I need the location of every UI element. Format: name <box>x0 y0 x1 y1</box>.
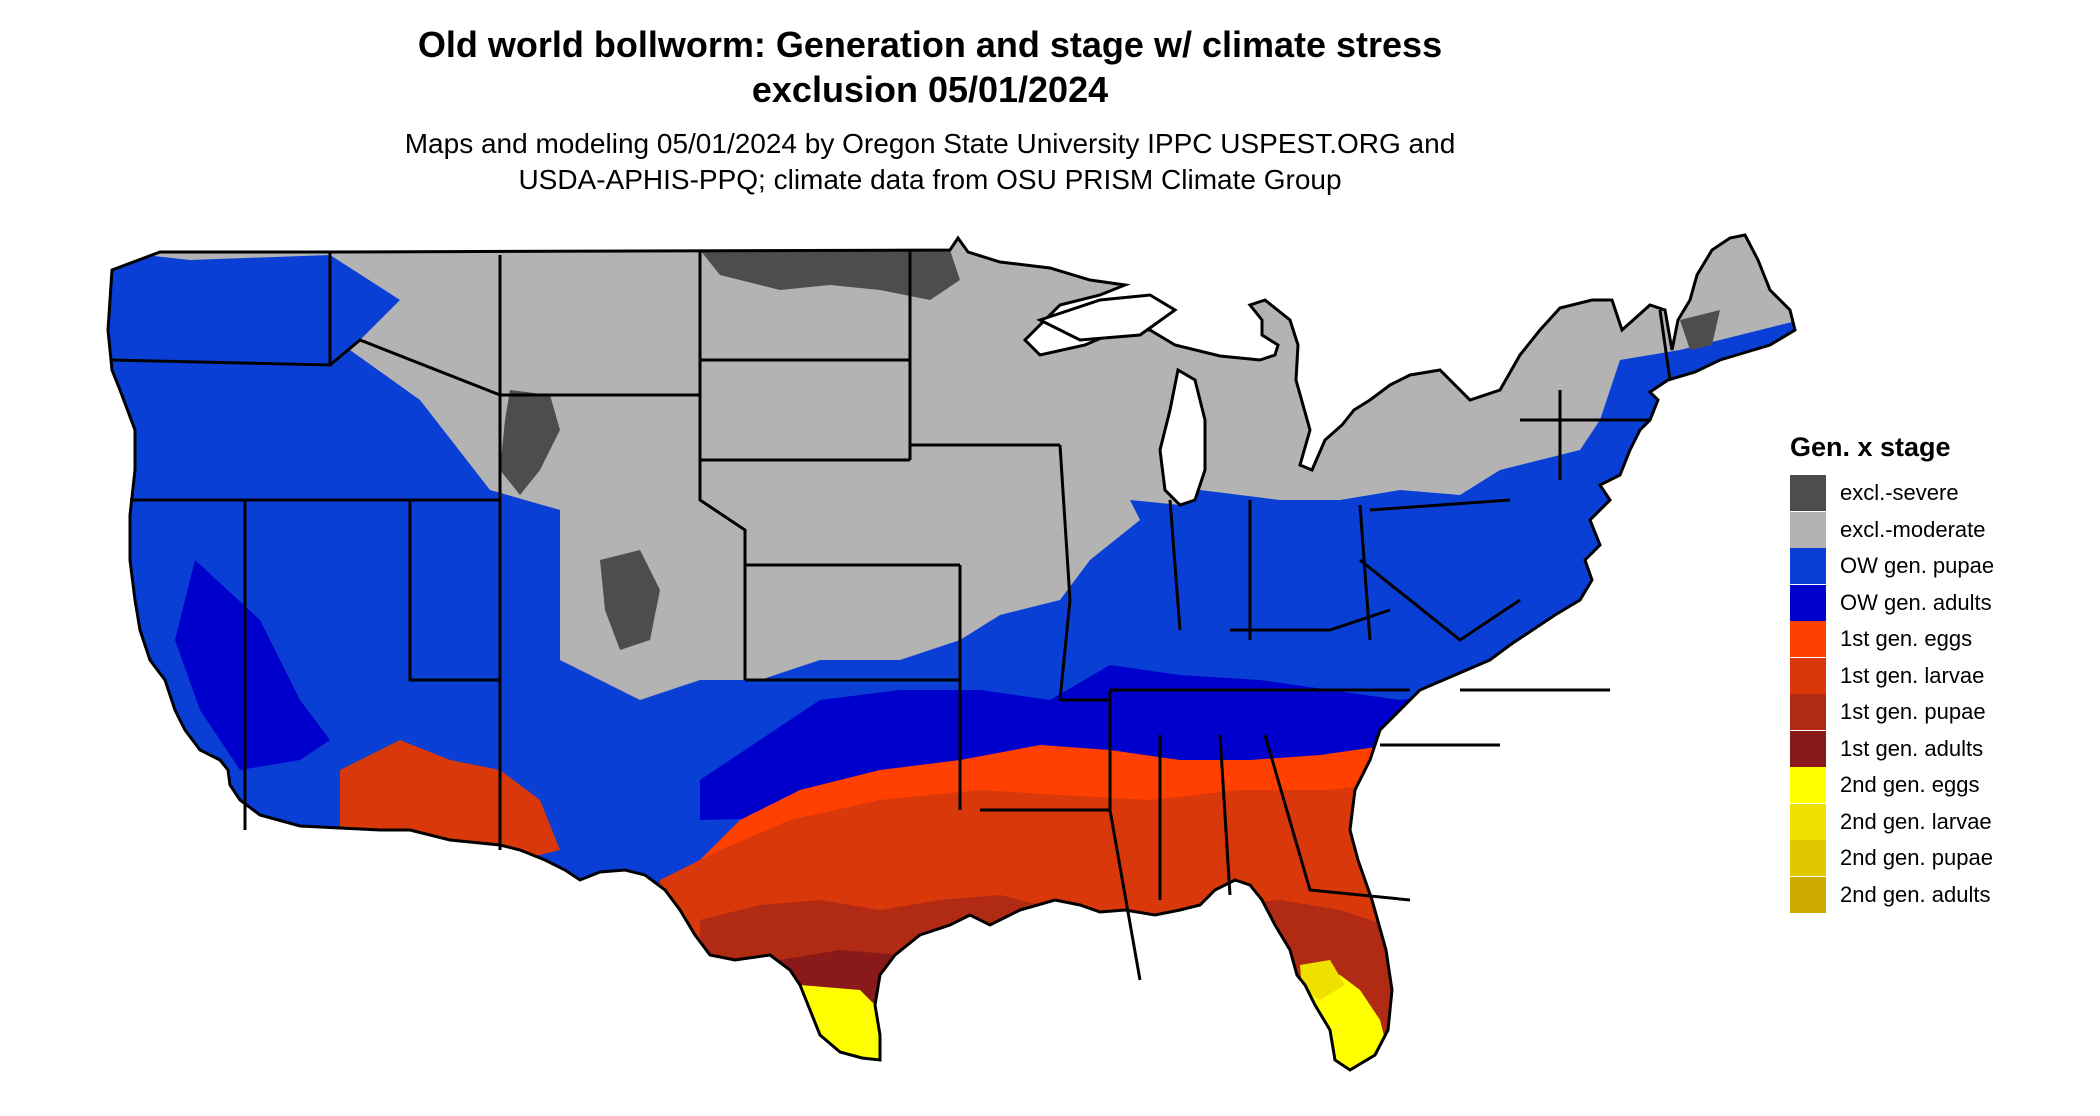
legend-swatch <box>1790 694 1826 731</box>
legend-item: 2nd gen. larvae <box>1790 803 1994 841</box>
legend: Gen. x stage excl.-severe excl.-moderate O… <box>1790 432 1994 913</box>
legend-swatch <box>1790 657 1826 694</box>
map-title: Old world bollworm: Generation and stage… <box>300 22 1560 112</box>
legend-item: OW gen. adults <box>1790 584 1994 622</box>
lake-superior <box>1036 293 1178 342</box>
legend-item: 2nd gen. eggs <box>1790 767 1994 804</box>
legend-label: excl.-moderate <box>1840 516 1986 542</box>
legend-item: excl.-moderate <box>1790 511 1994 549</box>
legend-title: Gen. x stage <box>1790 432 1951 462</box>
map-title-line-2: exclusion 05/01/2024 <box>751 69 1109 110</box>
band-2nd-gen-eggs-fl <box>1300 975 1390 1070</box>
legend-swatch <box>1790 621 1826 658</box>
legend-label: 1st gen. eggs <box>1840 626 1973 652</box>
legend-swatch <box>1790 840 1826 877</box>
patch-excl-severe-co <box>600 550 660 650</box>
legend-swatch <box>1790 548 1826 585</box>
legend-swatch <box>1790 475 1826 512</box>
band-ow-adults-west <box>175 560 330 770</box>
legend-item: excl.-severe <box>1790 475 1994 512</box>
band-2nd-gen-larvae <box>1300 960 1345 1000</box>
map-subtitle: Maps and modeling 05/01/2024 by Oregon S… <box>300 126 1560 198</box>
legend-swatch <box>1790 876 1826 913</box>
legend-item: 1st gen. larvae <box>1790 657 1994 695</box>
legend-item: 1st gen. eggs <box>1790 621 1994 658</box>
legend-label: 2nd gen. pupae <box>1840 845 1993 871</box>
legend-label: OW gen. adults <box>1840 589 1992 615</box>
legend-label: 2nd gen. eggs <box>1840 772 1980 798</box>
legend-items: excl.-severe excl.-moderate OW gen. pupae O… <box>1790 475 1994 913</box>
band-2nd-gen-eggs <box>800 985 890 1070</box>
state-borders <box>111 250 1672 981</box>
legend-swatch <box>1790 767 1826 804</box>
legend-swatch <box>1790 803 1826 840</box>
legend-label: excl.-severe <box>1840 480 1959 506</box>
legend-item: 2nd gen. pupae <box>1790 840 1994 877</box>
legend-item: 1st gen. adults <box>1790 730 1994 768</box>
patch-excl-severe-wy <box>500 390 560 495</box>
band-excl-severe <box>700 250 960 300</box>
legend-label: 1st gen. pupae <box>1840 699 1986 725</box>
legend-label: 2nd gen. larvae <box>1840 808 1992 834</box>
legend-swatch <box>1790 730 1826 767</box>
lake-michigan <box>1158 367 1207 507</box>
legend-label: OW gen. pupae <box>1840 553 1995 579</box>
map-subtitle-line-2: USDA-APHIS-PPQ; climate data from OSU PR… <box>518 164 1342 195</box>
legend-item: 1st gen. pupae <box>1790 694 1994 731</box>
legend-label: 2nd gen. adults <box>1840 881 1991 907</box>
legend-item: OW gen. pupae <box>1790 548 1994 585</box>
legend-swatch <box>1790 511 1826 548</box>
legend-item: 2nd gen. adults <box>1790 876 1994 914</box>
legend-label: 1st gen. larvae <box>1840 662 1985 688</box>
patch-excl-severe-me <box>1680 310 1720 350</box>
legend-label: 1st gen. adults <box>1840 735 1984 761</box>
map-title-line-1: Old world bollworm: Generation and stage… <box>417 24 1443 65</box>
map-subtitle-line-1: Maps and modeling 05/01/2024 by Oregon S… <box>404 128 1456 159</box>
legend-swatch <box>1790 584 1826 621</box>
